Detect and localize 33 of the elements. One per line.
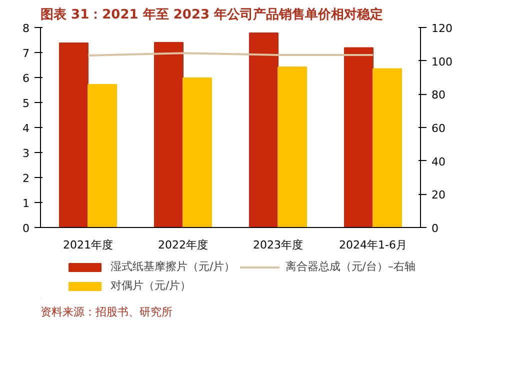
- y-tick-label: 4: [22, 122, 30, 135]
- text: 资料来源：招股书、研究所: [40, 306, 172, 318]
- y-tick-label: 0: [22, 222, 30, 235]
- legend-label: 湿式纸基摩擦片（元/片）: [110, 259, 236, 274]
- bar: [182, 78, 212, 228]
- y2-tick-label: 100: [432, 55, 452, 68]
- y-tick-label: 6: [22, 72, 30, 85]
- chart-title: 图表 31：2021 年至 2023 年公司产品销售单价相对稳定: [40, 6, 384, 22]
- y-tick-label: 7: [22, 47, 30, 60]
- y2-tick-label: 40: [432, 155, 446, 168]
- bar: [249, 32, 278, 228]
- bar: [154, 42, 184, 228]
- y-tick-label: 2: [22, 172, 30, 185]
- x-tick-label: 2023年度: [253, 238, 304, 252]
- legend-label: 离合器总成（元/台）–右轴: [285, 259, 416, 274]
- x-tick-label: 2024年1-6月: [339, 238, 407, 252]
- y-tick-label: 8: [22, 22, 30, 35]
- y2-tick-label: 120: [432, 22, 452, 35]
- bar: [88, 84, 117, 228]
- y-tick-label: 5: [22, 97, 30, 110]
- x-tick-label: 2021年度: [63, 238, 114, 252]
- bar: [344, 47, 374, 228]
- y2-tick-label: 0: [432, 222, 438, 235]
- x-tick-label: 2022年度: [158, 238, 208, 252]
- bar: [278, 66, 307, 228]
- y2-tick-label: 20: [432, 188, 446, 202]
- bar: [372, 68, 402, 228]
- y2-tick-label: 60: [432, 122, 446, 135]
- y-tick-label: 3: [22, 147, 30, 160]
- bar: [59, 42, 88, 228]
- y2-tick-label: 80: [432, 88, 446, 102]
- y-tick-label: 1: [22, 197, 30, 210]
- legend-label: 对偶片（元/片）: [110, 278, 192, 293]
